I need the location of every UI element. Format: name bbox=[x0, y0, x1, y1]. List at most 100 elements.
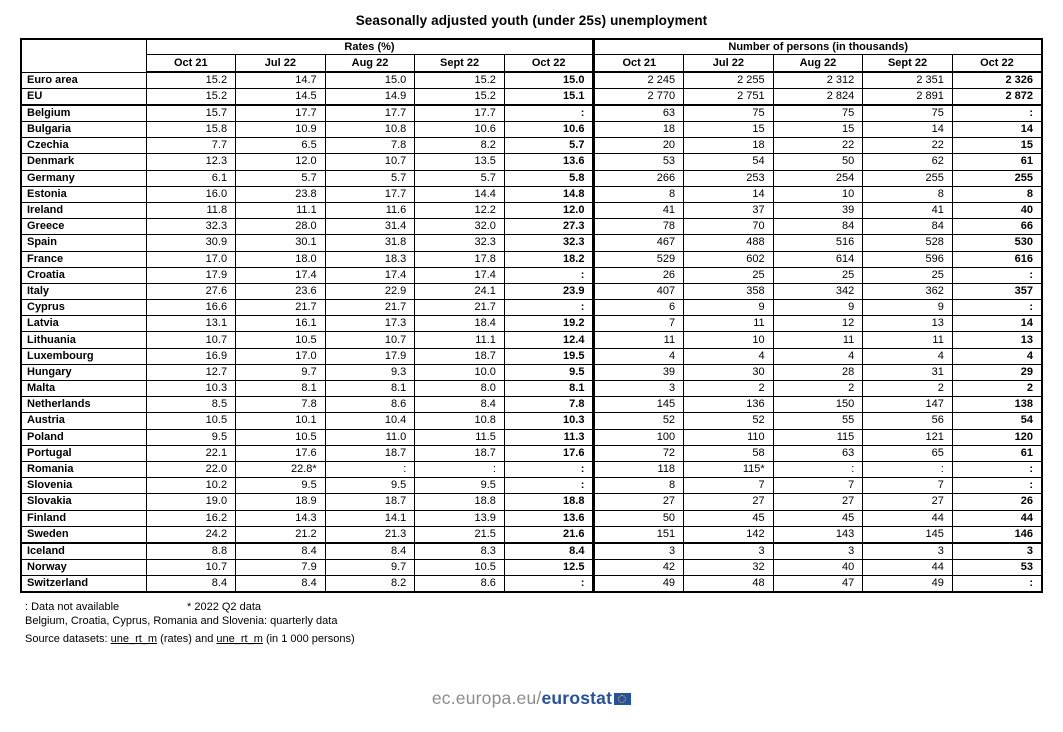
rate-cell: 10.7 bbox=[145, 558, 237, 576]
table-row: Germany 6.1 5.7 5.7 5.7 5.8 266 253 254 255 255 bbox=[20, 169, 1043, 187]
rate-cell: 8.1 bbox=[324, 379, 416, 398]
persons-cell: : bbox=[772, 460, 864, 479]
rate-cell: 13.6 bbox=[503, 509, 595, 527]
rate-cell: 22.1 bbox=[145, 444, 237, 462]
persons-cell: 22 bbox=[772, 137, 864, 155]
rate-cell: 11.8 bbox=[145, 201, 237, 220]
persons-cell: 7 bbox=[862, 477, 953, 495]
country-cell: France bbox=[20, 250, 147, 268]
persons-cell: 47 bbox=[772, 574, 864, 593]
persons-cell: 2 872 bbox=[951, 88, 1043, 106]
persons-cell: 3 bbox=[683, 541, 774, 560]
group-header-row: Rates (%) Number of persons (in thousand… bbox=[20, 38, 1043, 73]
rate-cell: 23.9 bbox=[503, 282, 595, 301]
country-cell: Slovakia bbox=[20, 493, 147, 511]
rate-cell: 6.5 bbox=[235, 137, 326, 155]
rate-cell: 10.2 bbox=[145, 477, 237, 495]
persons-cell: 7 bbox=[592, 315, 685, 333]
persons-cell: 63 bbox=[772, 444, 864, 462]
table-row: Estonia 16.0 23.8 17.7 14.4 14.8 8 14 10 8 8 bbox=[20, 185, 1043, 203]
persons-cell: 11 bbox=[592, 331, 685, 349]
persons-cell: 50 bbox=[772, 153, 864, 171]
country-cell: Finland bbox=[20, 509, 147, 527]
country-cell: Germany bbox=[20, 169, 147, 187]
table-row: Euro area 15.2 14.7 15.0 15.2 15.0 2 245 2 255 2… bbox=[20, 71, 1043, 89]
persons-cell: 596 bbox=[862, 250, 953, 268]
persons-cell: 44 bbox=[862, 509, 953, 527]
table-row: France 17.0 18.0 18.3 17.8 18.2 529 602 614 596 61… bbox=[20, 250, 1043, 268]
persons-cell: 4 bbox=[683, 347, 774, 365]
persons-cell: 138 bbox=[951, 396, 1043, 414]
persons-cell: 15 bbox=[772, 120, 864, 139]
persons-cell: 121 bbox=[862, 428, 953, 446]
rate-cell: 32.3 bbox=[414, 234, 505, 252]
persons-cell: 41 bbox=[592, 201, 685, 220]
rate-cell: 8.1 bbox=[503, 379, 595, 398]
table-row: Malta 10.3 8.1 8.1 8.0 8.1 3 2 2 2 2 bbox=[20, 379, 1043, 398]
country-cell: Poland bbox=[20, 428, 147, 446]
persons-cell: 29 bbox=[951, 363, 1043, 382]
persons-cell: 8 bbox=[862, 185, 953, 203]
persons-cell: 42 bbox=[592, 558, 685, 576]
dataset-link-persons[interactable]: une_rt_m bbox=[216, 632, 263, 645]
persons-cell: 150 bbox=[772, 396, 864, 414]
persons-cell: 530 bbox=[951, 234, 1043, 252]
rate-cell: 8.1 bbox=[235, 379, 326, 398]
persons-cell: 2 312 bbox=[772, 71, 864, 89]
persons-cell: 118 bbox=[592, 460, 685, 479]
rate-cell: 9.5 bbox=[414, 477, 505, 495]
col-header-persons-jul-22: Jul 22 bbox=[683, 54, 774, 73]
country-cell: Cyprus bbox=[20, 299, 147, 317]
rate-cell: 28.0 bbox=[235, 218, 326, 236]
persons-cell: 2 245 bbox=[592, 71, 685, 89]
persons-cell: 8 bbox=[592, 185, 685, 203]
persons-cell: 75 bbox=[862, 104, 953, 122]
persons-cell: 27 bbox=[592, 493, 685, 511]
rate-cell: 8.4 bbox=[235, 574, 326, 593]
persons-cell: 31 bbox=[862, 363, 953, 382]
persons-cell: 3 bbox=[862, 541, 953, 560]
rate-cell: : bbox=[503, 477, 595, 495]
persons-cell: 30 bbox=[683, 363, 774, 382]
persons-cell: 84 bbox=[772, 218, 864, 236]
table-header: Rates (%) Number of persons (in thousand… bbox=[20, 38, 1043, 73]
country-cell: Norway bbox=[20, 558, 147, 576]
rate-cell: : bbox=[324, 460, 416, 479]
persons-cell: 66 bbox=[951, 218, 1043, 236]
persons-cell: 62 bbox=[862, 153, 953, 171]
rate-cell: 10.3 bbox=[503, 412, 595, 430]
persons-cell: 40 bbox=[951, 201, 1043, 220]
rate-cell: 27.6 bbox=[145, 282, 237, 301]
rate-cell: 15.0 bbox=[324, 71, 416, 89]
dataset-link-rates[interactable]: une_rt_m bbox=[110, 632, 158, 645]
rate-cell: 15.0 bbox=[503, 71, 595, 89]
rate-cell: 21.7 bbox=[235, 299, 326, 317]
rate-cell: 10.0 bbox=[414, 363, 505, 382]
persons-cell: 120 bbox=[951, 428, 1043, 446]
rate-cell: 22.0 bbox=[145, 460, 237, 479]
table-row: Italy 27.6 23.6 22.9 24.1 23.9 407 358 342 362 357 bbox=[20, 282, 1043, 301]
source-prefix: Source datasets: bbox=[25, 632, 111, 645]
rate-cell: 18.7 bbox=[414, 444, 505, 462]
rate-cell: 6.1 bbox=[145, 169, 237, 187]
rate-cell: 8.4 bbox=[145, 574, 237, 593]
persons-cell: 2 bbox=[951, 379, 1043, 398]
persons-cell: 136 bbox=[683, 396, 774, 414]
rate-cell: 8.6 bbox=[324, 396, 416, 414]
persons-cell: 49 bbox=[592, 574, 685, 593]
rate-cell: 21.3 bbox=[324, 525, 416, 544]
rate-cell: 10.8 bbox=[414, 412, 505, 430]
persons-cell: 8 bbox=[592, 477, 685, 495]
rate-cell: 10.5 bbox=[414, 558, 505, 576]
persons-cell: 25 bbox=[683, 266, 774, 284]
rate-cell: 9.7 bbox=[324, 558, 416, 576]
table-row: Belgium 15.7 17.7 17.7 17.7:63 75 75 75: bbox=[20, 104, 1043, 122]
rate-cell: 10.1 bbox=[235, 412, 326, 430]
persons-cell: 528 bbox=[862, 234, 953, 252]
rate-cell: 17.4 bbox=[235, 266, 326, 284]
persons-cell: 254 bbox=[772, 169, 864, 187]
table-row: Latvia 13.1 16.1 17.3 18.4 19.2 7 11 12 13 14 bbox=[20, 315, 1043, 333]
persons-cell: 12 bbox=[772, 315, 864, 333]
rate-cell: 17.6 bbox=[235, 444, 326, 462]
